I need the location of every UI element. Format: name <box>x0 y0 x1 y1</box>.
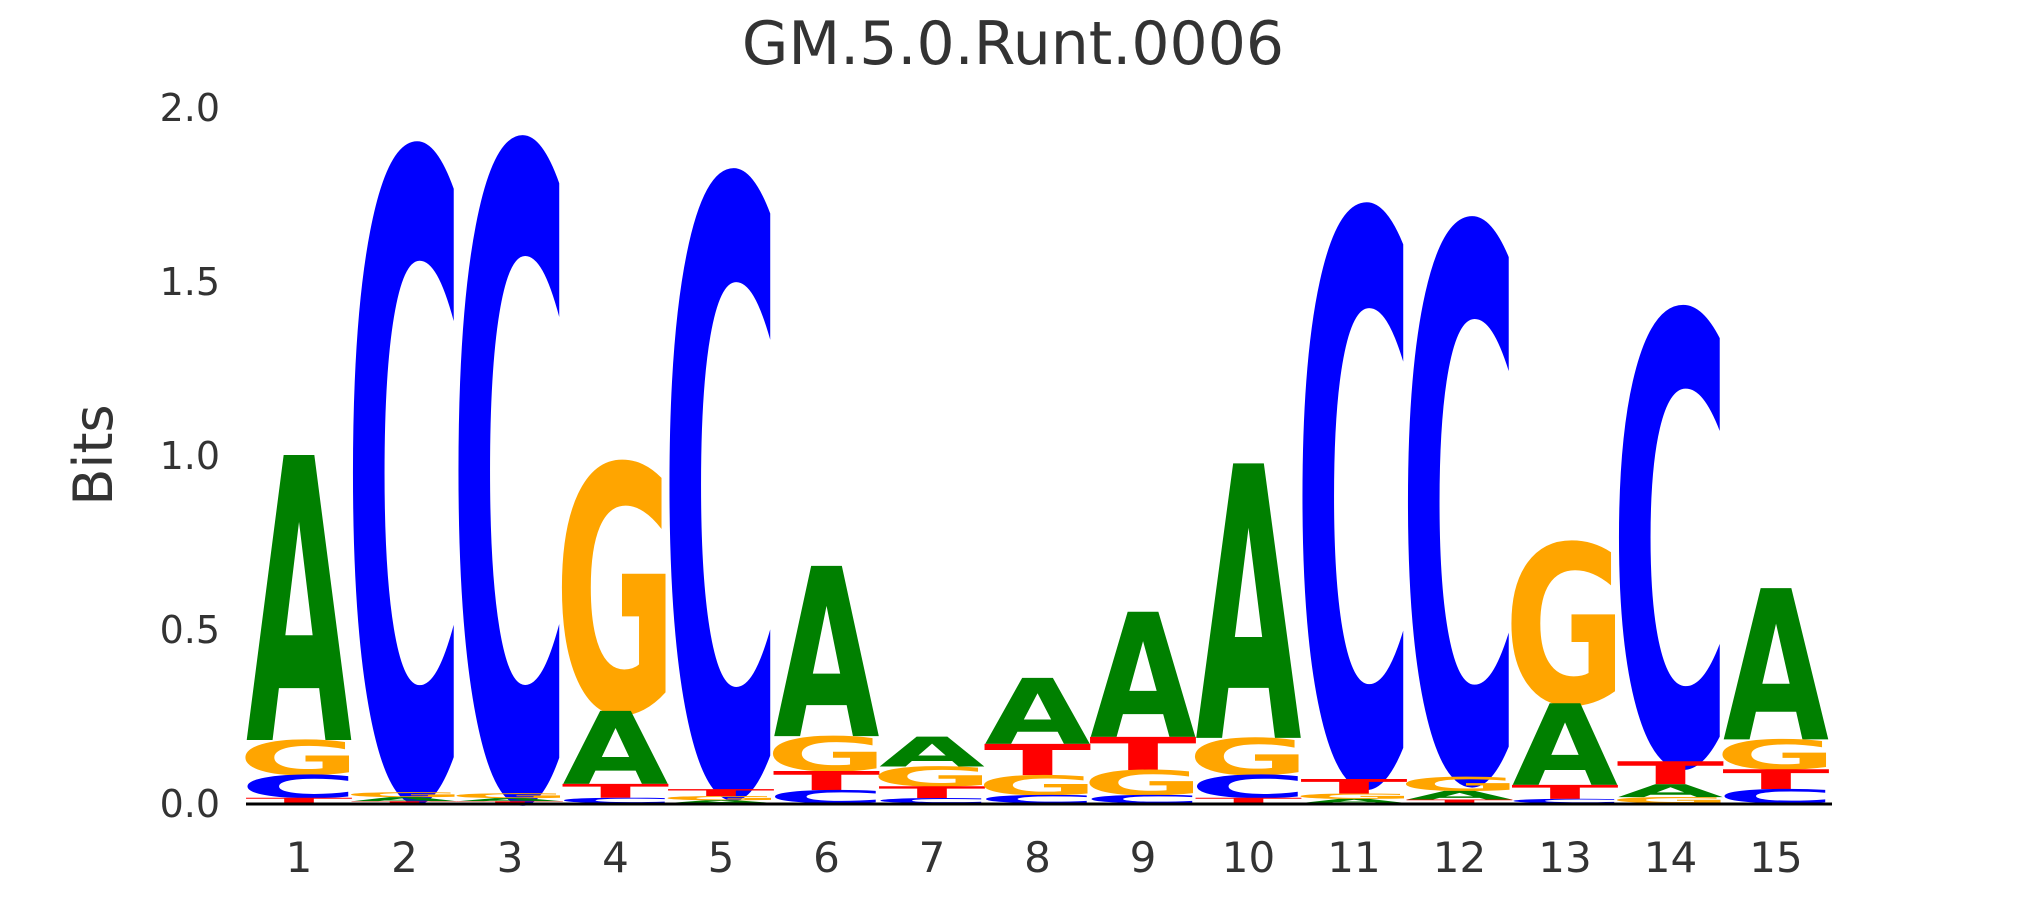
logo-letter-G: G <box>1082 763 1204 803</box>
logo-letter-C: C <box>556 796 675 804</box>
logo-letter-C: C <box>978 793 1097 806</box>
logo-letter-G: G <box>1504 501 1626 756</box>
y-tick-label: 0.5 <box>160 608 220 652</box>
logo-letter-C: C <box>872 797 991 805</box>
logo-letter-T: T <box>1617 755 1724 792</box>
x-tick-label: 3 <box>497 833 524 882</box>
logo-letter-A: A <box>1618 781 1725 802</box>
y-tick-label: 2.0 <box>160 86 220 130</box>
logo-letter-C: C <box>1400 76 1519 900</box>
x-tick-label: 5 <box>708 833 735 882</box>
logo-letter-C: C <box>450 0 569 900</box>
logo-letter-C: C <box>1716 786 1835 808</box>
logo-letter-A: A <box>1723 548 1829 789</box>
logo-letter-C: C <box>1611 192 1730 900</box>
logo-letter-T: T <box>1511 781 1618 803</box>
logo-letter-A: A <box>246 378 353 833</box>
logo-letter-C: C <box>661 14 780 900</box>
logo-letter-A: A <box>1090 578 1196 778</box>
logo-letter-A: A <box>1301 798 1407 805</box>
logo-letter-G: G <box>766 727 888 782</box>
logo-letter-T: T <box>1195 796 1302 804</box>
logo-letter-T: T <box>245 796 352 804</box>
logo-letter-A: A <box>352 796 458 803</box>
logo-letter-C: C <box>239 768 358 805</box>
logo-letter-A: A <box>985 660 1091 765</box>
x-tick-label: 11 <box>1327 833 1380 882</box>
logo-letter-A: A <box>1512 682 1618 812</box>
y-tick-label: 1.5 <box>160 260 220 304</box>
y-tick-label: 1.0 <box>160 434 220 478</box>
logo-letter-G: G <box>1610 795 1732 804</box>
logo-letter-G: G <box>1188 728 1310 787</box>
logo-letter-T: T <box>667 787 774 798</box>
logo-letter-T: T <box>351 801 458 804</box>
x-tick-label: 2 <box>391 833 418 882</box>
logo-letter-A: A <box>774 520 880 792</box>
logo-letter-T: T <box>984 736 1092 786</box>
logo-letter-A: A <box>457 797 563 802</box>
x-tick-label: 6 <box>813 833 840 882</box>
logo-letter-A: A <box>1407 788 1513 802</box>
x-tick-label: 13 <box>1538 833 1591 882</box>
x-tick-label: 7 <box>919 833 946 882</box>
x-tick-label: 8 <box>1024 833 1051 882</box>
logo-letter-G: G <box>555 396 677 791</box>
logo-letter-G: G <box>449 792 571 800</box>
x-tick-label: 15 <box>1749 833 1802 882</box>
logo-letter-G: G <box>1715 731 1837 779</box>
y-axis-label: Bits <box>62 404 125 505</box>
logo-letter-C: C <box>1083 793 1202 806</box>
logo-letter-T: T <box>1406 799 1513 805</box>
logo-letter-A: A <box>668 799 774 803</box>
logo-letter-T: T <box>1089 728 1196 781</box>
logo-letter-G: G <box>344 791 466 799</box>
logo-letter-G: G <box>1293 792 1415 800</box>
x-tick-label: 4 <box>602 833 629 882</box>
x-tick-label: 9 <box>1130 833 1157 882</box>
logo-letter-G: G <box>977 770 1099 802</box>
logo-letter-T: T <box>1300 775 1407 798</box>
y-tick-labels: 0.0 0.5 1.0 1.5 2.0 <box>160 86 220 826</box>
x-tick-label: 10 <box>1222 833 1275 882</box>
x-tick-label: 1 <box>286 833 313 882</box>
logo-letter-A: A <box>1196 388 1303 827</box>
logo-letter-C: C <box>1294 59 1413 900</box>
x-tick-labels: 1 2 3 4 5 6 7 8 9 10 11 12 13 14 15 <box>286 833 1803 882</box>
logo-letter-T: T <box>773 766 880 797</box>
logo-letter-C: C <box>1189 768 1308 805</box>
y-tick-label: 0.0 <box>160 782 220 826</box>
logo-letter-C: C <box>1505 798 1624 805</box>
logo-letter-G: G <box>238 731 360 786</box>
logo-letter-T: T <box>1722 764 1829 796</box>
logo-letter-G: G <box>871 761 993 793</box>
logo-letter-T: T <box>456 801 563 804</box>
chart-title: GM.5.0.Runt.0006 <box>742 9 1284 79</box>
logo-letter-C: C <box>767 787 886 807</box>
logo-letter-C: C <box>345 0 464 900</box>
logo-letter-T: T <box>562 780 669 802</box>
logo-letter-G: G <box>1399 773 1521 795</box>
x-tick-label: 12 <box>1433 833 1486 882</box>
logo-letter-G: G <box>660 795 782 802</box>
logo-letter-A: A <box>879 728 985 776</box>
x-tick-label: 14 <box>1644 833 1697 882</box>
logo-letter-stacks: AGCTCGATCGATGATCCTGAAGTCAGTCATGCATGCAGCT… <box>238 0 1837 900</box>
logo-letter-A: A <box>563 692 669 808</box>
logo-letter-T: T <box>878 783 985 802</box>
